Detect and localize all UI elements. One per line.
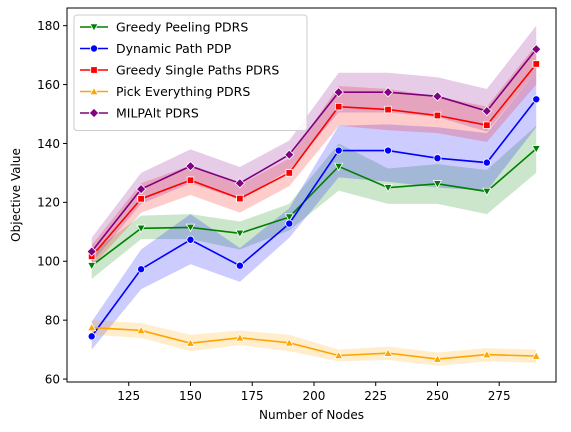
- legend-label: Greedy Peeling PDRS: [116, 20, 248, 35]
- x-tick-label: 225: [364, 389, 387, 403]
- pick-everything-pdrs-point: [235, 333, 245, 342]
- milpalt-pdrs-point: [135, 183, 147, 195]
- legend-entry-pick-everything-pdrs: Pick Everything PDRS: [80, 84, 250, 99]
- milpalt-pdrs-point: [333, 87, 344, 98]
- greedy-peeling-pdrs-point: [235, 229, 245, 239]
- x-axis-label: Number of Nodes: [259, 408, 364, 422]
- dynamic-path-pdp-line: [91, 98, 537, 337]
- y-tick-label: 160: [37, 78, 60, 92]
- milpalt-pdrs-point: [86, 246, 97, 257]
- x-tick-label: 150: [179, 389, 202, 403]
- x-tick-label: 275: [488, 389, 511, 403]
- legend-marker: [90, 66, 98, 74]
- dynamic-path-pdp-point: [334, 146, 343, 155]
- greedy-single-paths-pdrs-point: [236, 194, 244, 203]
- legend-label: MILPAlt PDRS: [116, 106, 199, 121]
- series-markers: [86, 44, 542, 363]
- dynamic-path-pdp-band: [91, 71, 537, 350]
- greedy-single-paths-pdrs-point: [137, 195, 145, 203]
- x-axis-ticks: 125 150 175 200 225 250 275: [117, 382, 511, 403]
- greedy-single-paths-pdrs-point: [334, 102, 343, 111]
- legend-entry-greedy-peeling-pdrs: Greedy Peeling PDRS: [80, 20, 248, 35]
- y-axis-label: Objective Value: [9, 148, 23, 242]
- greedy-peeling-pdrs-point: [136, 224, 146, 234]
- legend-entry-dynamic-path-pdp: Dynamic Path PDP: [80, 41, 232, 56]
- dynamic-path-pdp-point: [482, 158, 491, 167]
- greedy-peeling-pdrs-point: [482, 187, 492, 197]
- pick-everything-pdrs-point: [284, 338, 294, 347]
- legend-marker: [90, 44, 99, 53]
- plot-frame: [66, 7, 557, 383]
- y-tick-label: 140: [37, 137, 60, 151]
- milpalt-pdrs-point: [234, 178, 246, 189]
- greedy-single-paths-pdrs-point: [384, 105, 392, 114]
- dynamic-path-pdp-point: [87, 332, 96, 341]
- greedy-single-paths-pdrs-point: [483, 121, 491, 129]
- pick-everything-pdrs-point: [482, 349, 492, 359]
- legend-label: Pick Everything PDRS: [116, 84, 250, 99]
- legend-label: Greedy Single Paths PDRS: [116, 63, 279, 78]
- milpalt-pdrs-point: [382, 87, 394, 98]
- confidence-bands: [91, 25, 537, 366]
- greedy-peeling-pdrs-point: [87, 262, 97, 271]
- milpalt-pdrs-point: [531, 44, 542, 55]
- legend-label: Dynamic Path PDP: [116, 41, 232, 56]
- dynamic-path-pdp-point: [433, 154, 442, 163]
- pick-everything-pdrs-line: [91, 326, 537, 360]
- greedy-peeling-pdrs-band: [91, 125, 537, 279]
- legend-box: [73, 14, 308, 131]
- pick-everything-pdrs-point: [432, 354, 443, 363]
- y-tick-label: 120: [37, 196, 60, 210]
- legend: Greedy Peeling PDRS Dynamic Path PDP Greed…: [73, 14, 308, 131]
- greedy-single-paths-pdrs-point: [285, 169, 293, 177]
- greedy-peeling-pdrs-point: [383, 184, 393, 193]
- milpalt-pdrs-point: [481, 105, 493, 117]
- greedy-single-paths-pdrs-line: [91, 63, 537, 257]
- dynamic-path-pdp-point: [384, 146, 393, 155]
- pick-everything-pdrs-point: [87, 322, 97, 332]
- milpalt-pdrs-point: [432, 91, 443, 102]
- y-tick-label: 60: [45, 372, 60, 386]
- pick-everything-pdrs-band: [91, 320, 537, 366]
- greedy-peeling-pdrs-point: [531, 145, 541, 154]
- legend-marker: [89, 23, 99, 32]
- milpalt-pdrs-line: [91, 48, 537, 253]
- pick-everything-pdrs-point: [333, 350, 344, 360]
- x-tick-label: 125: [117, 389, 140, 403]
- milpalt-pdrs-band: [91, 25, 537, 263]
- milpalt-pdrs-point: [284, 149, 295, 160]
- pick-everything-pdrs-point: [531, 351, 541, 360]
- x-tick-label: 200: [303, 389, 326, 403]
- greedy-peeling-pdrs-point: [333, 162, 344, 172]
- dynamic-path-pdp-point: [186, 235, 195, 244]
- greedy-single-paths-pdrs-point: [433, 111, 442, 120]
- dynamic-path-pdp-point: [285, 219, 294, 228]
- greedy-peeling-pdrs-point: [185, 223, 196, 233]
- greedy-single-paths-pdrs-point: [532, 60, 540, 68]
- y-tick-label: 80: [45, 313, 60, 327]
- legend-entry-milpalt-pdrs: MILPAlt PDRS: [80, 106, 199, 121]
- legend-entry-greedy-single-paths-pdrs: Greedy Single Paths PDRS: [80, 63, 279, 78]
- milpalt-pdrs-point: [185, 160, 196, 172]
- dynamic-path-pdp-point: [532, 95, 541, 104]
- legend-marker: [88, 107, 100, 119]
- greedy-peeling-pdrs-point: [432, 180, 443, 189]
- y-tick-label: 100: [37, 255, 60, 269]
- greedy-peeling-pdrs-line: [91, 148, 537, 267]
- y-axis-ticks: 60 80 100 120 140 160 180: [37, 19, 67, 386]
- legend-marker: [89, 86, 99, 96]
- y-tick-label: 180: [37, 19, 60, 33]
- dynamic-path-pdp-point: [235, 261, 244, 270]
- pick-everything-pdrs-point: [185, 338, 196, 347]
- greedy-peeling-pdrs-point: [284, 213, 294, 222]
- pick-everything-pdrs-point: [383, 348, 393, 357]
- x-tick-label: 250: [426, 389, 449, 403]
- dynamic-path-pdp-point: [137, 265, 146, 274]
- pick-everything-pdrs-point: [136, 325, 146, 335]
- x-tick-label: 175: [241, 389, 264, 403]
- greedy-single-paths-pdrs-point: [186, 176, 195, 184]
- series-lines: [91, 48, 537, 360]
- greedy-single-paths-pdrs-band: [91, 44, 537, 268]
